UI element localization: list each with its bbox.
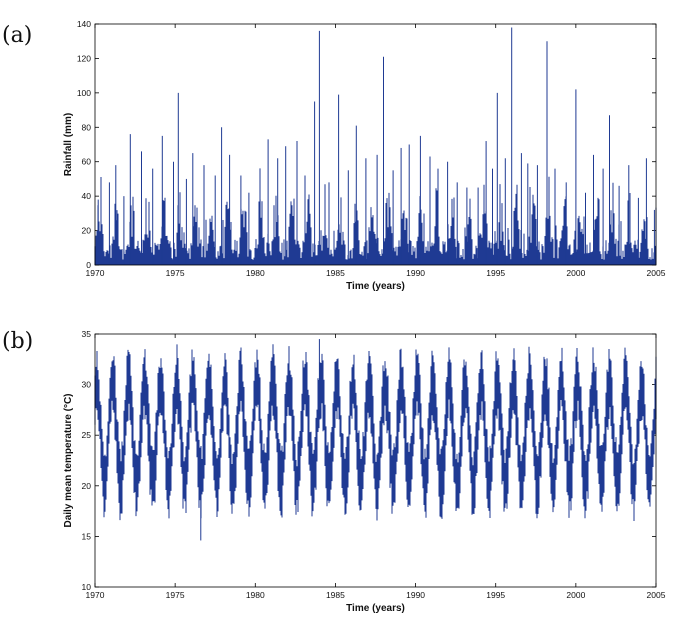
rainfall-y-tick-label: 40 xyxy=(82,191,92,201)
rainfall-daily-bars xyxy=(94,168,657,265)
temperature-x-tick-label: 1995 xyxy=(486,590,505,600)
temperature-y-tick-label: 20 xyxy=(82,481,92,491)
temperature-x-tick-label: 1980 xyxy=(246,590,265,600)
temperature-x-tick-label: 1975 xyxy=(166,590,185,600)
rainfall-y-tick-label: 100 xyxy=(77,88,91,98)
temperature-x-tick-label: 1990 xyxy=(406,590,425,600)
temperature-x-axis-label: Time (years) xyxy=(346,603,405,614)
rainfall-x-tick-label: 1995 xyxy=(486,268,505,278)
rainfall-y-tick-label: 60 xyxy=(82,157,92,167)
rainfall-axes: 1970 1975 1980 1985 1990 1995 2000 2005 0 20 40 60 8… xyxy=(77,19,666,278)
temperature-daily-trace xyxy=(94,344,657,521)
temperature-y-tick-label: 25 xyxy=(82,430,92,440)
rainfall-chart: 1970 1975 1980 1985 1990 1995 2000 2005 0 20 40 60 8… xyxy=(63,19,666,292)
rainfall-y-tick-label: 80 xyxy=(82,122,92,132)
temperature-x-tick-label: 2005 xyxy=(647,590,666,600)
rainfall-x-tick-label: 1970 xyxy=(86,268,105,278)
rainfall-y-tick-label: 120 xyxy=(77,53,91,63)
rainfall-x-tick-label: 1990 xyxy=(406,268,425,278)
temperature-x-tick-label: 1970 xyxy=(86,590,105,600)
temperature-y-axis-label: Daily mean temperature (°C) xyxy=(63,393,74,527)
temperature-x-tick-label: 2000 xyxy=(566,590,585,600)
panel-label-b: (b) xyxy=(2,329,33,354)
temperature-plot-frame xyxy=(94,333,657,588)
rainfall-plot-frame xyxy=(94,23,657,266)
temperature-y-tick-label: 35 xyxy=(82,329,92,339)
temperature-y-tick-label: 30 xyxy=(82,380,92,390)
rainfall-y-axis-label: Rainfall (mm) xyxy=(63,113,74,176)
temperature-series xyxy=(94,339,657,541)
rainfall-x-tick-label: 2005 xyxy=(647,268,666,278)
temperature-x-tick-label: 1985 xyxy=(326,590,345,600)
rainfall-x-tick-label: 1985 xyxy=(326,268,345,278)
rainfall-series xyxy=(94,27,657,265)
panel-label-a: (a) xyxy=(2,23,32,48)
rainfall-y-tick-label: 20 xyxy=(82,226,92,236)
temperature-y-tick-label: 15 xyxy=(82,531,92,541)
temperature-chart: 1970 1975 1980 1985 1990 1995 2000 2005 10 15 20 25… xyxy=(63,329,666,614)
temperature-y-tick-label: 10 xyxy=(82,582,92,592)
rainfall-x-tick-label: 2000 xyxy=(566,268,585,278)
rainfall-x-axis-label: Time (years) xyxy=(346,281,405,292)
rainfall-y-tick-label: 140 xyxy=(77,19,91,29)
rainfall-x-tick-label: 1980 xyxy=(246,268,265,278)
rainfall-y-tick-label: 0 xyxy=(86,260,91,270)
rainfall-x-tick-label: 1975 xyxy=(166,268,185,278)
